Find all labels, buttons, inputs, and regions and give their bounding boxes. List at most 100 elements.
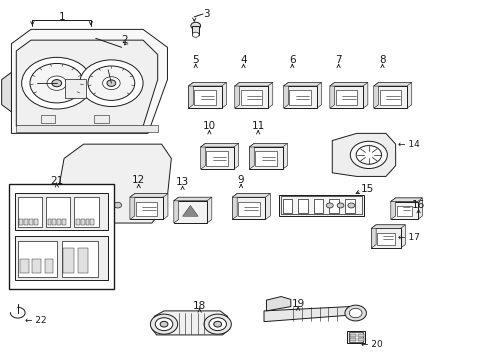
Polygon shape [130,194,167,220]
Text: 6: 6 [288,55,295,65]
Polygon shape [283,82,321,108]
Bar [396,206,411,216]
Circle shape [347,203,354,208]
Bar [349,334,355,337]
Bar [20,259,29,273]
Circle shape [52,80,61,87]
Polygon shape [182,206,198,216]
Bar [136,202,157,216]
Circle shape [47,76,66,90]
Text: 21: 21 [50,176,63,186]
Text: 12: 12 [132,175,145,185]
Polygon shape [329,82,367,86]
Polygon shape [232,194,237,220]
Bar [238,202,259,216]
Polygon shape [130,194,135,220]
Circle shape [80,60,143,107]
Bar [357,334,363,337]
Bar [16,125,158,132]
Bar [173,201,206,223]
Bar [94,115,109,123]
Polygon shape [266,297,290,311]
Circle shape [336,203,343,208]
Bar [192,26,199,35]
Text: 9: 9 [237,175,244,185]
Bar [376,233,394,244]
Polygon shape [200,143,238,147]
Circle shape [190,22,200,30]
Text: 11: 11 [251,121,264,131]
Text: 1: 1 [58,12,65,22]
Circle shape [88,66,135,100]
Bar [313,199,323,213]
Bar [34,220,38,225]
Polygon shape [370,225,375,248]
Bar [232,197,265,220]
Text: ← 20: ← 20 [361,340,382,349]
Bar [188,86,221,108]
Polygon shape [232,194,270,220]
Polygon shape [264,307,353,321]
Circle shape [344,305,366,321]
Bar [46,197,70,226]
Polygon shape [130,194,167,197]
Circle shape [203,314,231,334]
Text: 8: 8 [378,55,385,65]
Bar [63,248,74,273]
Polygon shape [1,72,11,112]
Bar [78,248,88,273]
Polygon shape [283,82,288,108]
Circle shape [208,318,226,330]
Bar [200,147,233,169]
Polygon shape [234,82,239,108]
Bar [85,220,89,225]
Bar [44,259,53,273]
Text: 13: 13 [176,177,189,187]
Bar [283,86,316,108]
Polygon shape [234,82,272,86]
Bar [280,197,361,215]
Bar [357,338,363,341]
Polygon shape [390,198,422,220]
Text: ← 22: ← 22 [25,316,46,325]
Bar [240,90,262,105]
Bar [206,151,227,166]
Bar [289,90,310,105]
Bar [29,220,33,225]
Circle shape [107,80,116,86]
Polygon shape [373,82,411,86]
Polygon shape [200,143,238,169]
Polygon shape [173,197,178,223]
Circle shape [355,145,381,164]
Bar [335,90,356,105]
Text: 18: 18 [193,301,206,311]
Bar [298,199,307,213]
Text: 10: 10 [203,121,216,131]
Bar [130,197,163,220]
Polygon shape [390,198,422,202]
Bar [41,115,55,123]
Text: 7: 7 [335,55,341,65]
Text: 3: 3 [203,9,209,19]
Circle shape [349,141,386,168]
Bar [90,220,94,225]
Polygon shape [329,82,334,108]
Circle shape [102,77,120,90]
Circle shape [160,321,167,327]
Bar [348,332,363,342]
Polygon shape [283,82,321,86]
Bar [390,202,417,220]
Polygon shape [152,311,229,335]
Circle shape [348,309,361,318]
Bar [18,197,42,226]
Circle shape [114,202,122,208]
Polygon shape [249,143,287,169]
Text: 16: 16 [411,200,425,210]
Bar [18,241,57,277]
Polygon shape [249,143,254,169]
Polygon shape [373,82,411,108]
Polygon shape [11,30,167,134]
Bar [9,184,114,289]
Bar [346,330,365,343]
Bar [194,90,215,105]
